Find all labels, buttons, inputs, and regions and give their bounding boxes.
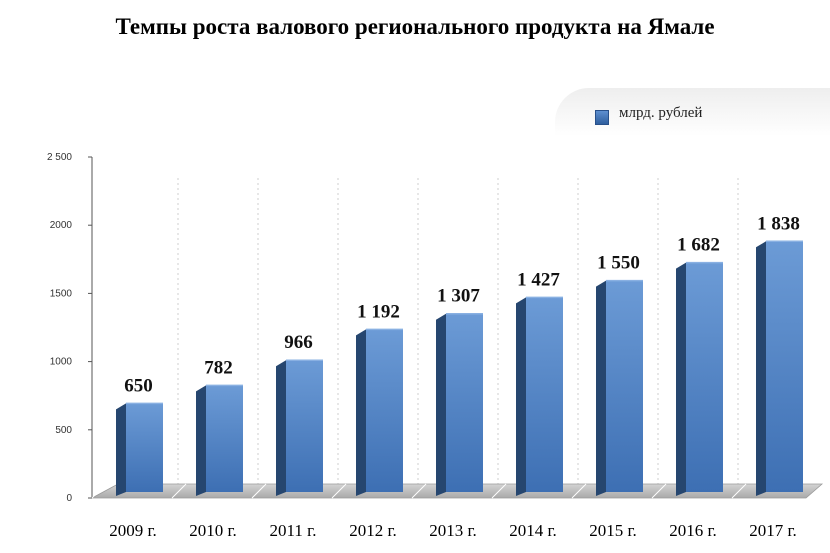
bar-shoulder: [276, 360, 286, 496]
bar-shoulder: [356, 329, 366, 496]
x-tick-label: 2010 г.: [189, 521, 237, 540]
bar-shoulder: [116, 403, 126, 496]
bar-shoulder: [436, 313, 446, 496]
x-tick-label: 2012 г.: [349, 521, 397, 540]
bar: [446, 313, 483, 492]
floor-divider: [411, 483, 427, 499]
y-axis: 0 500 1000 1500 2000 2 500: [47, 152, 93, 504]
bar: [286, 360, 323, 492]
bar: [206, 385, 243, 492]
data-label: 782: [204, 357, 233, 378]
data-label: 1 550: [597, 253, 640, 274]
y-tick-label: 1500: [50, 288, 73, 299]
bars: [116, 240, 803, 496]
floor-divider: [731, 483, 747, 499]
grid-lines: [177, 178, 739, 492]
floor-divider: [251, 483, 267, 499]
legend-swatch: [595, 110, 609, 125]
bar: [526, 297, 563, 492]
bar: [126, 403, 163, 492]
labels: 650 2009 г. 782 2010 г. 966 2011 г. 1 192 2012 …: [109, 213, 800, 540]
x-tick-label: 2009 г.: [109, 521, 157, 540]
bar-shoulder: [196, 385, 206, 496]
x-tick-label: 2011 г.: [270, 521, 317, 540]
bar: [366, 329, 403, 492]
x-tick-label: 2015 г.: [589, 521, 637, 540]
data-label: 966: [284, 332, 313, 353]
data-label: 1 427: [517, 269, 560, 290]
data-label: 1 838: [757, 213, 800, 234]
floor-divider: [651, 483, 667, 499]
floor-divider: [91, 483, 107, 499]
bar-shoulder: [596, 280, 606, 496]
data-label: 1 682: [677, 235, 720, 256]
data-label: 650: [124, 375, 153, 396]
y-tick-label: 0: [66, 493, 72, 504]
bar-shoulder: [756, 241, 766, 496]
y-tick-label: 500: [55, 425, 72, 436]
bar: [606, 280, 643, 492]
floor-divider: [571, 483, 587, 499]
data-label: 1 192: [357, 301, 400, 322]
x-tick-label: 2016 г.: [669, 521, 717, 540]
floor-divider: [171, 483, 187, 499]
y-tick-label: 1000: [50, 357, 73, 368]
x-tick-label: 2017 г.: [749, 521, 797, 540]
legend-label: млрд. рублей: [619, 105, 703, 121]
legend: млрд. рублей: [555, 88, 830, 136]
bar: [766, 241, 803, 492]
y-tick-label: 2000: [50, 220, 73, 231]
chart-title: Темпы роста валового регионального проду…: [115, 14, 715, 39]
y-tick-label: 2 500: [47, 152, 72, 163]
floor-divider: [331, 483, 347, 499]
bar: [686, 262, 723, 492]
data-label: 1 307: [437, 286, 480, 307]
x-tick-label: 2014 г.: [509, 521, 557, 540]
floor-divider: [491, 483, 507, 499]
floor-divider: [811, 483, 827, 499]
x-tick-label: 2013 г.: [429, 521, 477, 540]
bar-shoulder: [676, 262, 686, 496]
bar-shoulder: [516, 297, 526, 496]
